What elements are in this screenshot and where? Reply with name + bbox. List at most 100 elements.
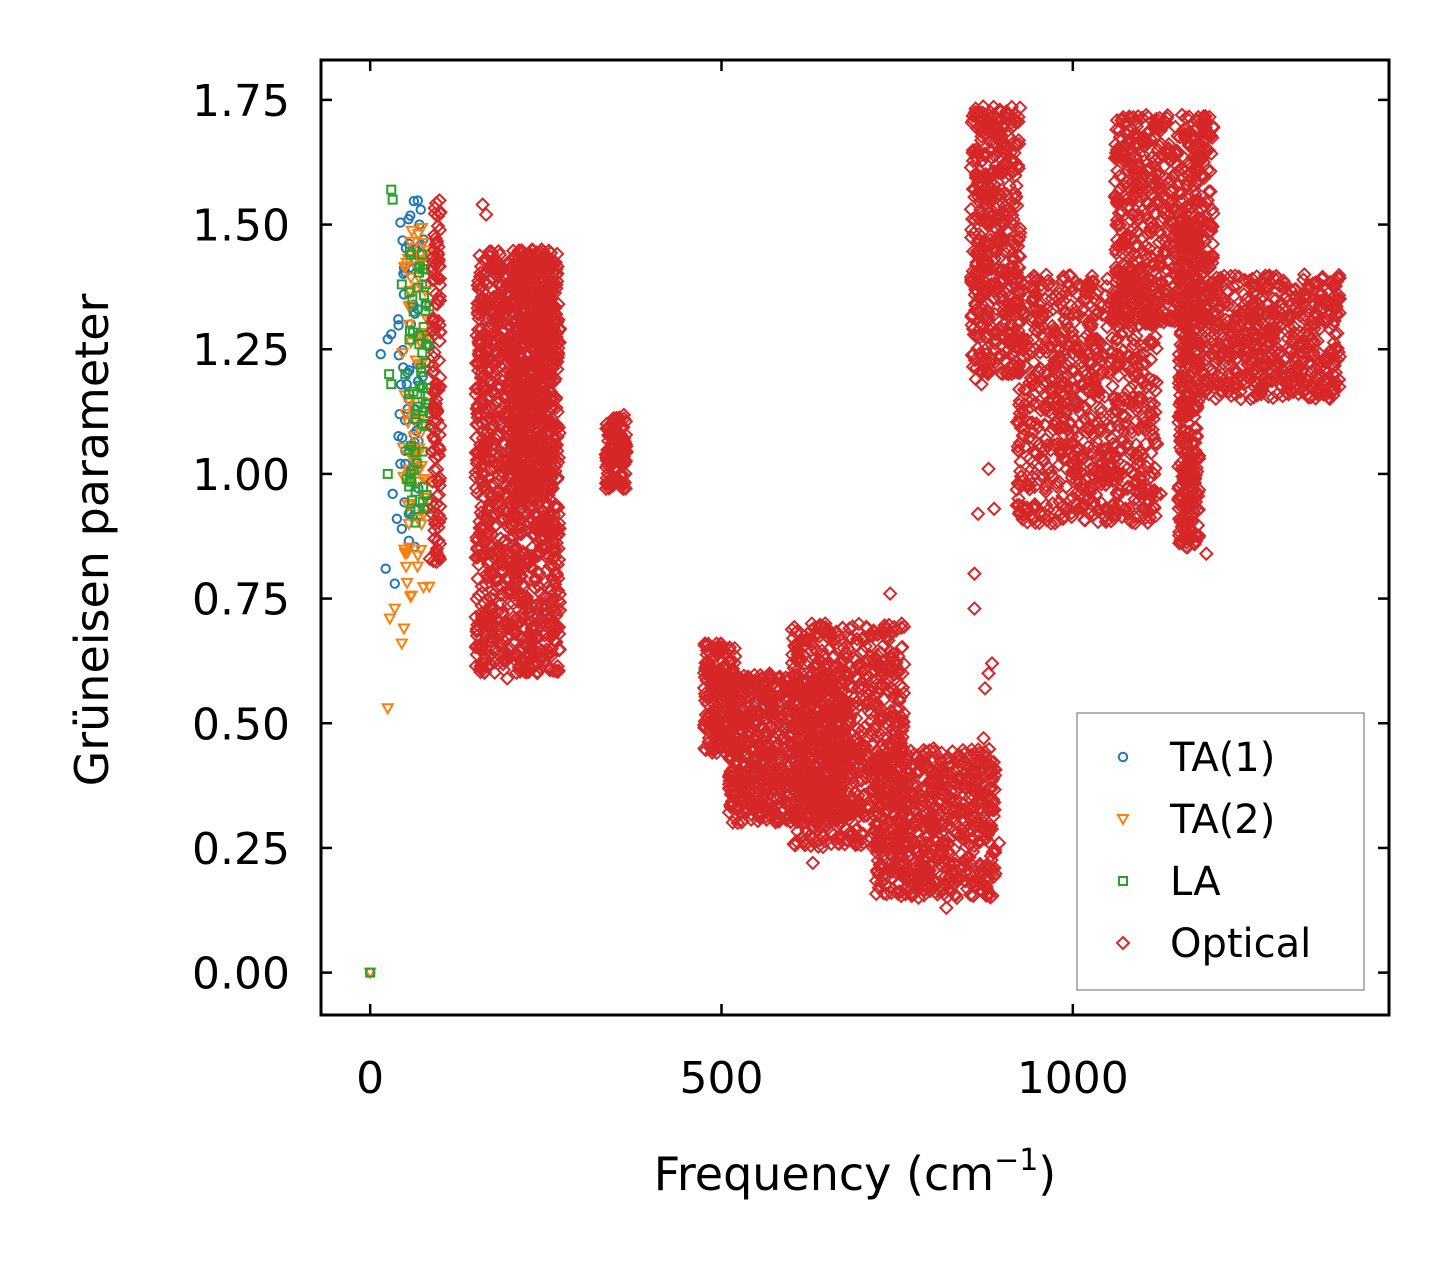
data-point bbox=[517, 592, 532, 608]
data-point bbox=[528, 630, 544, 646]
data-point bbox=[890, 730, 906, 746]
data-point bbox=[949, 797, 965, 812]
data-point bbox=[617, 454, 633, 470]
data-point bbox=[705, 680, 721, 696]
data-point bbox=[486, 550, 502, 566]
data-point bbox=[755, 766, 771, 782]
data-point bbox=[398, 408, 413, 421]
data-point bbox=[770, 683, 786, 699]
data-point bbox=[987, 866, 1003, 882]
data-point bbox=[839, 750, 855, 766]
data-point bbox=[974, 805, 990, 820]
data-point bbox=[407, 431, 421, 444]
data-point bbox=[779, 716, 794, 732]
data-point bbox=[948, 867, 964, 883]
data-point bbox=[947, 784, 963, 800]
data-point bbox=[748, 784, 764, 800]
data-point bbox=[516, 463, 532, 479]
data-point bbox=[812, 617, 828, 633]
data-point bbox=[805, 766, 821, 782]
data-point bbox=[500, 518, 516, 534]
data-point bbox=[415, 237, 430, 250]
data-point bbox=[427, 450, 443, 466]
data-point bbox=[400, 577, 414, 590]
data-point bbox=[820, 672, 836, 688]
data-point bbox=[532, 404, 548, 420]
data-point bbox=[894, 616, 910, 632]
data-point bbox=[815, 649, 831, 665]
data-point bbox=[384, 369, 395, 380]
data-point bbox=[532, 271, 548, 287]
data-point bbox=[389, 578, 400, 589]
data-point bbox=[477, 646, 493, 662]
data-point bbox=[963, 855, 978, 871]
data-point bbox=[519, 592, 535, 608]
data-point bbox=[851, 616, 867, 632]
data-point bbox=[513, 500, 529, 515]
data-point bbox=[511, 328, 527, 344]
data-point bbox=[479, 611, 495, 627]
data-point bbox=[507, 555, 523, 571]
data-point bbox=[474, 289, 490, 305]
data-point bbox=[740, 675, 756, 690]
data-point bbox=[810, 665, 826, 681]
data-point bbox=[801, 632, 817, 648]
data-point bbox=[540, 461, 555, 477]
data-point bbox=[430, 533, 446, 548]
data-point bbox=[407, 294, 418, 305]
data-point bbox=[793, 807, 809, 822]
data-point bbox=[833, 676, 849, 691]
data-point bbox=[907, 819, 923, 834]
data-point bbox=[550, 520, 566, 536]
data-point bbox=[519, 663, 535, 679]
data-point bbox=[504, 265, 520, 281]
data-point bbox=[741, 792, 757, 808]
data-point bbox=[807, 677, 823, 693]
data-point bbox=[941, 751, 957, 766]
data-point bbox=[478, 265, 494, 281]
data-point bbox=[492, 578, 508, 593]
data-point bbox=[779, 703, 794, 719]
data-point bbox=[850, 680, 866, 696]
data-point bbox=[969, 750, 985, 765]
data-point bbox=[490, 448, 506, 464]
data-point bbox=[432, 204, 448, 220]
data-point bbox=[909, 843, 925, 859]
data-point bbox=[395, 348, 410, 361]
data-point bbox=[790, 747, 805, 763]
data-point bbox=[602, 459, 618, 475]
data-point bbox=[709, 719, 725, 735]
data-point bbox=[898, 795, 914, 811]
data-point bbox=[982, 764, 998, 780]
data-point bbox=[839, 685, 855, 701]
data-point bbox=[602, 475, 618, 490]
data-point bbox=[880, 782, 896, 798]
data-point bbox=[472, 525, 488, 541]
data-point bbox=[896, 787, 912, 802]
data-point bbox=[749, 752, 765, 768]
data-point bbox=[414, 519, 429, 532]
data-point bbox=[400, 547, 415, 560]
data-point bbox=[758, 675, 774, 690]
data-point bbox=[798, 778, 814, 794]
data-point bbox=[512, 360, 527, 376]
data-point bbox=[738, 749, 754, 765]
data-point bbox=[507, 371, 522, 387]
data-point bbox=[750, 714, 766, 730]
data-point bbox=[971, 745, 987, 761]
data-point bbox=[526, 579, 542, 595]
data-point bbox=[842, 735, 858, 750]
data-point bbox=[893, 689, 909, 705]
data-point bbox=[428, 396, 444, 411]
data-point bbox=[845, 697, 861, 712]
data-point bbox=[471, 405, 486, 421]
data-point bbox=[403, 236, 417, 249]
data-point bbox=[511, 487, 527, 503]
data-point bbox=[542, 316, 558, 332]
data-point bbox=[432, 324, 448, 340]
data-point bbox=[474, 473, 490, 489]
data-point bbox=[494, 509, 510, 525]
data-point bbox=[813, 807, 829, 823]
data-point bbox=[490, 604, 505, 620]
data-point bbox=[531, 401, 547, 416]
